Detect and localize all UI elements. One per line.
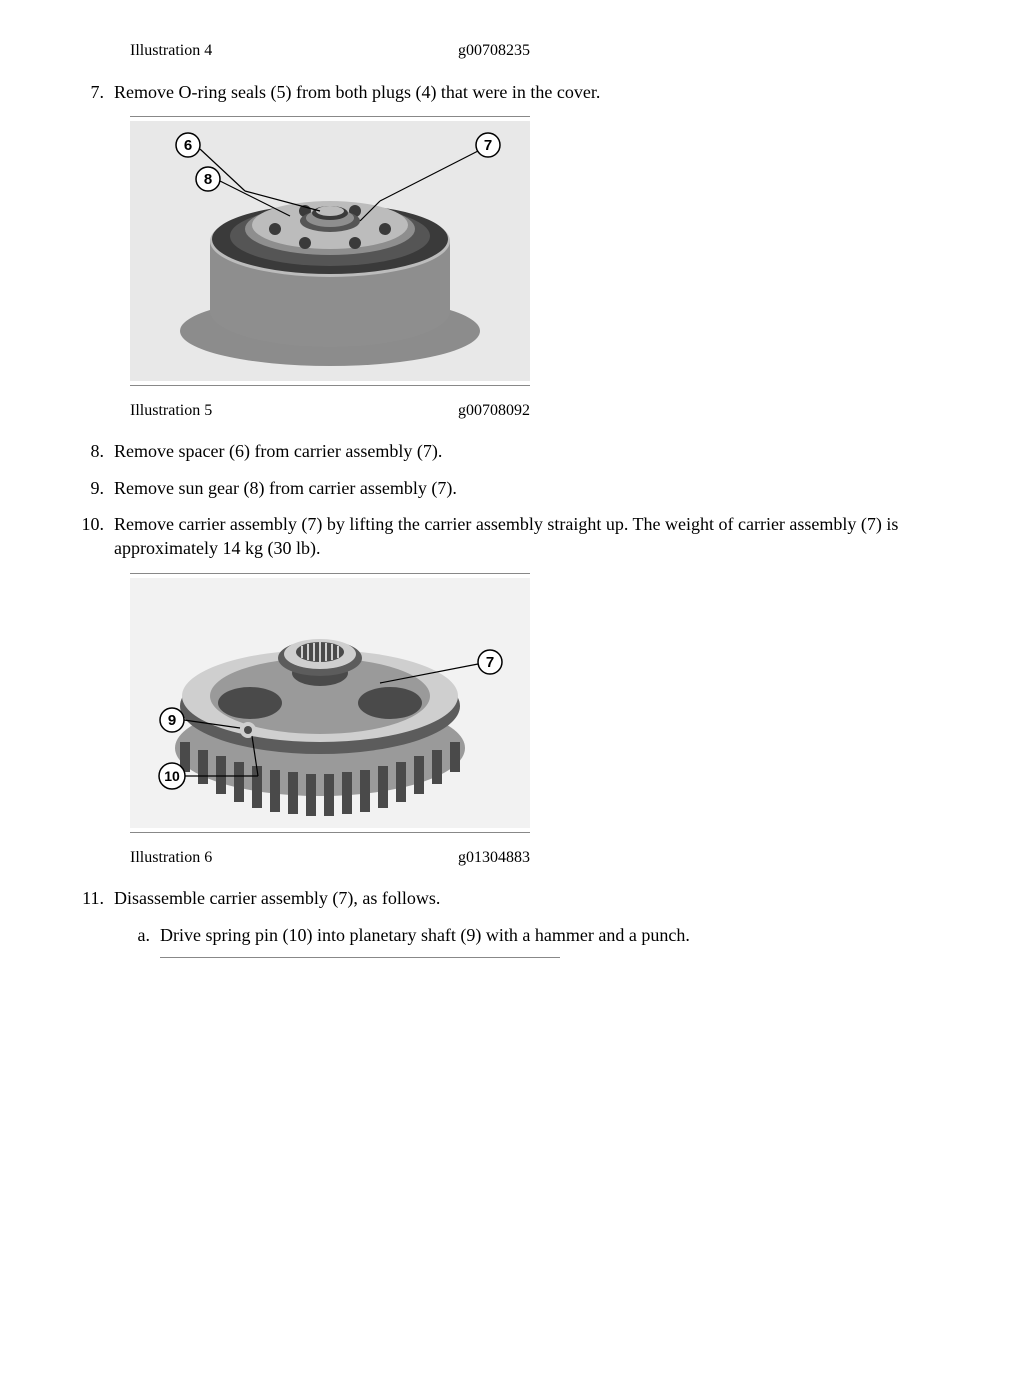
figure-frame: 7 9 10 — [130, 573, 530, 833]
step-text: Remove carrier assembly (7) by lifting t… — [114, 512, 954, 561]
step-7: 7. Remove O-ring seals (5) from both plu… — [70, 80, 954, 104]
callout-10: 10 — [164, 768, 180, 784]
illustration5-caption: Illustration 5 g00708092 — [130, 400, 530, 422]
illustration6-caption: Illustration 6 g01304883 — [130, 847, 530, 869]
step-number: 11. — [70, 886, 114, 910]
illustration-code: g01304883 — [458, 847, 530, 869]
callout-6: 6 — [184, 137, 192, 154]
step-11: 11. Disassemble carrier assembly (7), as… — [70, 886, 954, 910]
step-number: 8. — [70, 439, 114, 463]
step-number: 10. — [70, 512, 114, 561]
figure-illustration5: 6 7 8 Illustration 5 g00708092 — [130, 116, 954, 422]
step-text: Remove O-ring seals (5) from both plugs … — [114, 80, 954, 104]
callout-7: 7 — [484, 137, 492, 154]
illustration-label: Illustration 5 — [130, 400, 212, 422]
substep-text: Drive spring pin (10) into planetary sha… — [160, 923, 954, 947]
callout-7b: 7 — [486, 654, 494, 671]
figure-top-rule — [160, 957, 560, 958]
step-number: 7. — [70, 80, 114, 104]
illustration-label: Illustration 4 — [130, 40, 212, 62]
illustration-code: g00708092 — [458, 400, 530, 422]
step-11a: a. Drive spring pin (10) into planetary … — [130, 923, 954, 947]
illustration-label: Illustration 6 — [130, 847, 212, 869]
figure-frame: 6 7 8 — [130, 116, 530, 386]
illustration-code: g00708235 — [458, 40, 530, 62]
step-9: 9. Remove sun gear (8) from carrier asse… — [70, 476, 954, 500]
callout-9: 9 — [168, 712, 176, 729]
callout-8: 8 — [204, 171, 212, 188]
step-8: 8. Remove spacer (6) from carrier assemb… — [70, 439, 954, 463]
illustration5-svg: 6 7 8 — [130, 121, 530, 381]
step-text: Disassemble carrier assembly (7), as fol… — [114, 886, 954, 910]
substep-number: a. — [130, 923, 160, 947]
step-number: 9. — [70, 476, 114, 500]
step-10: 10. Remove carrier assembly (7) by lifti… — [70, 512, 954, 561]
illustration6-svg: 7 9 10 — [130, 578, 530, 828]
figure-illustration6: 7 9 10 Illustration 6 g01304883 — [130, 573, 954, 869]
step-text: Remove spacer (6) from carrier assembly … — [114, 439, 954, 463]
step-text: Remove sun gear (8) from carrier assembl… — [114, 476, 954, 500]
illustration4-caption: Illustration 4 g00708235 — [130, 40, 530, 62]
